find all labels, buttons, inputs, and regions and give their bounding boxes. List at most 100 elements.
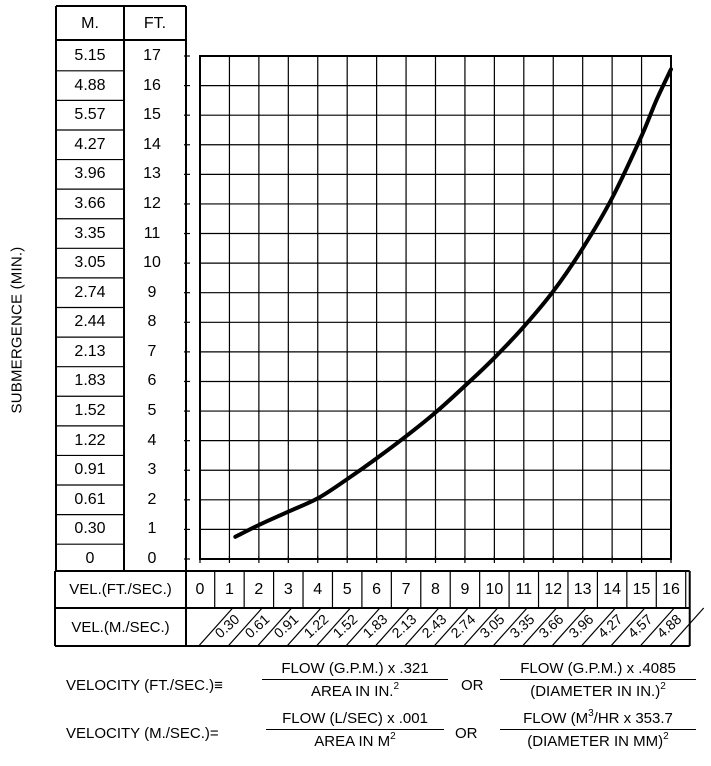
- y-tick-label-m: 3.05: [74, 254, 106, 272]
- y-tick-label-m: 1.22: [74, 431, 106, 449]
- y-axis-title: SUBMERGENCE (MIN.): [8, 246, 26, 414]
- formula-m-equals: =: [209, 725, 219, 742]
- x-tick-label-ft: 11: [515, 581, 533, 598]
- x-tick-label-ft: 15: [632, 581, 651, 598]
- x-tick-label-ft: 4: [313, 581, 323, 598]
- vel-m-diagonal: [316, 607, 351, 647]
- x-tick-label-ft: 0: [195, 581, 205, 598]
- y-tick-label-m: 2.74: [74, 283, 106, 301]
- formula-m-fraction-area: FLOW (L/SEC) x .001 AREA IN M2: [266, 710, 444, 750]
- y-tick-label-m: 3.35: [74, 224, 106, 242]
- formula-ft-fraction-area: FLOW (G.P.M.) x .321 AREA IN IN.2: [262, 660, 448, 700]
- x-tick-label-ft: 7: [401, 581, 411, 598]
- vel-m-diagonal: [374, 607, 410, 647]
- formula-ft-label-text: VELOCITY (FT./SEC.): [66, 677, 215, 694]
- vel-m-diagonal: [257, 607, 293, 647]
- formula-ft-den1-sup: 2: [393, 681, 400, 692]
- y-tick-label-ft: 8: [147, 313, 157, 331]
- y-tick-label-ft: 16: [143, 76, 161, 94]
- x-axis-label-m: VEL.(M./SEC.): [71, 619, 170, 636]
- x-tick-label-ft: 10: [485, 581, 504, 598]
- vel-m-diagonal: [227, 607, 263, 647]
- vel-m-diagonal: [286, 607, 322, 647]
- y-tick-label-ft: 6: [147, 372, 157, 390]
- y-tick-label-ft: 12: [143, 194, 161, 212]
- vel-m-diagonal: [198, 607, 234, 647]
- x-tick-label-ft: 8: [431, 581, 440, 598]
- vel-m-diagonal: [492, 607, 528, 647]
- formula-ft-fraction-diameter: FLOW (G.P.M.) x .4085 (DIAMETER IN IN.)2: [500, 660, 696, 700]
- formula-ft-num2: FLOW (G.P.M.) x .4085: [520, 660, 676, 677]
- ft-column-header: FT.: [143, 15, 167, 32]
- x-tick-label-ft: 3: [283, 581, 293, 598]
- formula-m-label-text: VELOCITY (M./SEC.): [66, 725, 210, 742]
- y-tick-label-ft: 4: [147, 431, 157, 449]
- x-tick-label-ft: 14: [603, 581, 622, 598]
- y-tick-label-ft: 2: [147, 490, 157, 508]
- formula-ft-equals: ≡: [214, 677, 223, 694]
- vel-m-diagonal: [433, 607, 469, 647]
- formula-ft-label: VELOCITY (FT./SEC.)≡: [66, 677, 223, 694]
- vel-m-diagonal: [345, 607, 381, 647]
- vel-m-diagonal: [522, 607, 557, 647]
- formula-ft-den2-sup: 2: [660, 681, 666, 692]
- formula-m-label: VELOCITY (M./SEC.)=: [66, 725, 219, 742]
- y-tick-label-m: 1.83: [74, 372, 106, 390]
- formula-m-num2: FLOW (M3/HR x 353.7: [500, 708, 696, 729]
- formula-m-den2: (DIAMETER IN MM)2: [500, 729, 696, 750]
- formula-m-fraction-diameter: FLOW (M3/HR x 353.7 (DIAMETER IN MM)2: [500, 708, 696, 750]
- formula-m-den2-sup: 2: [663, 731, 669, 742]
- y-tick-label-m: 3.96: [74, 165, 106, 183]
- y-tick-label-ft: 9: [147, 283, 157, 301]
- vel-m-diagonal: [639, 607, 675, 647]
- x-tick-label-ft: 2: [254, 581, 264, 598]
- formula-m-num2-a: FLOW (M: [523, 710, 589, 727]
- vel-m-diagonal: [404, 607, 440, 647]
- y-tick-label-ft: 7: [147, 342, 157, 360]
- m-column-header: M.: [81, 15, 99, 32]
- y-tick-label-ft: 15: [143, 106, 161, 124]
- y-tick-label-ft: 17: [143, 47, 161, 64]
- y-tick-label-ft: 13: [143, 165, 161, 183]
- x-axis-label-ft: VEL.(FT./SEC.): [69, 581, 172, 598]
- x-tick-label-ft: 9: [460, 581, 470, 598]
- y-tick-label-ft: 5: [147, 402, 157, 420]
- formula-m-num1: FLOW (L/SEC) x .001: [282, 710, 428, 727]
- formula-m-num2-sup: 3: [588, 708, 594, 719]
- x-tick-label-ft: 13: [573, 581, 592, 598]
- vel-m-diagonal: [669, 607, 705, 647]
- vel-m-diagonal: [610, 607, 646, 647]
- formula-m-den2-text: (DIAMETER IN MM): [527, 733, 664, 750]
- formula-ft-num1: FLOW (G.P.M.) x .321: [281, 660, 429, 677]
- y-tick-label-m: 4.88: [74, 76, 106, 94]
- formula-ft-den2-text: (DIAMETER IN IN.): [530, 683, 661, 700]
- y-tick-label-m: 1.52: [74, 402, 106, 420]
- y-tick-label-m: 5.57: [74, 106, 106, 124]
- x-tick-label-ft: 6: [372, 581, 382, 598]
- y-tick-label-m: 3.66: [74, 194, 106, 212]
- x-tick-label-ft: 5: [342, 581, 352, 598]
- y-tick-label-ft: 1: [147, 520, 157, 538]
- formula-m-den1: AREA IN M2: [266, 729, 444, 750]
- y-tick-label-ft: 11: [143, 224, 161, 242]
- y-tick-label-m: 2.13: [74, 342, 106, 360]
- y-tick-label-m: 0.61: [74, 490, 106, 508]
- y-tick-label-ft: 0: [147, 550, 157, 567]
- x-tick-label-ft: 1: [224, 581, 234, 598]
- x-tick-label-ft: 12: [544, 581, 563, 598]
- y-tick-label-m: 0.30: [74, 520, 106, 538]
- y-tick-label-m: 0: [85, 550, 95, 567]
- x-tick-label-ft: 16: [662, 581, 680, 598]
- formula-ft-den2: (DIAMETER IN IN.)2: [500, 679, 696, 700]
- formula-ft-or: OR: [461, 677, 484, 694]
- metric-velocity-dividers: [198, 607, 705, 647]
- y-tick-label-m: 0.91: [74, 461, 106, 479]
- y-tick-label-m: 2.44: [74, 313, 106, 331]
- vel-m-diagonal: [463, 607, 499, 647]
- y-tick-label-m: 5.15: [74, 47, 106, 64]
- vel-m-diagonal: [551, 607, 587, 647]
- vel-m-diagonal: [580, 607, 616, 647]
- formula-ft-den1: AREA IN IN.2: [262, 679, 448, 700]
- y-tick-label-m: 4.27: [74, 135, 106, 153]
